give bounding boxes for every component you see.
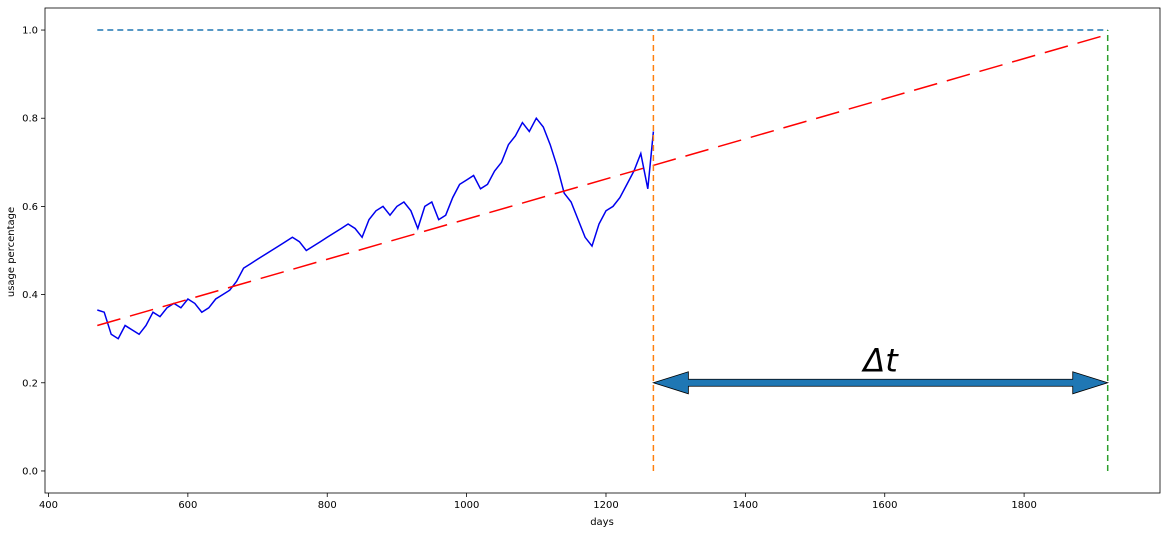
plot-area [44,7,1161,494]
x-tick-label: 800 [318,500,337,511]
y-tick-label: 0.6 [22,202,38,213]
y-tick-label: 0.4 [22,290,38,301]
x-tick-label: 1400 [733,500,758,511]
series-line-1 [97,33,1108,327]
x-tick-label: 1200 [593,500,618,511]
y-tick-label: 0.8 [22,114,38,125]
x-tick-label: 1800 [1011,500,1036,511]
axis-ticks: 400 600 800 1000 1200 1400 1600 1800 0.0 0.2 0.4 0.… [22,26,1037,511]
y-axis-label: usage percentage [6,207,17,297]
x-tick-label: 1600 [872,500,897,511]
x-tick-label: 1000 [454,500,479,511]
chart-marks [97,29,1110,471]
y-tick-label: 0.2 [22,378,38,389]
x-axis-label: days [590,517,614,528]
x-tick-label: 600 [178,500,197,511]
y-tick-label: 0.0 [22,466,38,477]
delta-t-arrow [652,371,1110,395]
y-tick-label: 1.0 [22,26,38,37]
x-tick-label: 400 [39,500,58,511]
delta-t-label: Δt [860,342,899,380]
series-line-0 [97,116,655,340]
